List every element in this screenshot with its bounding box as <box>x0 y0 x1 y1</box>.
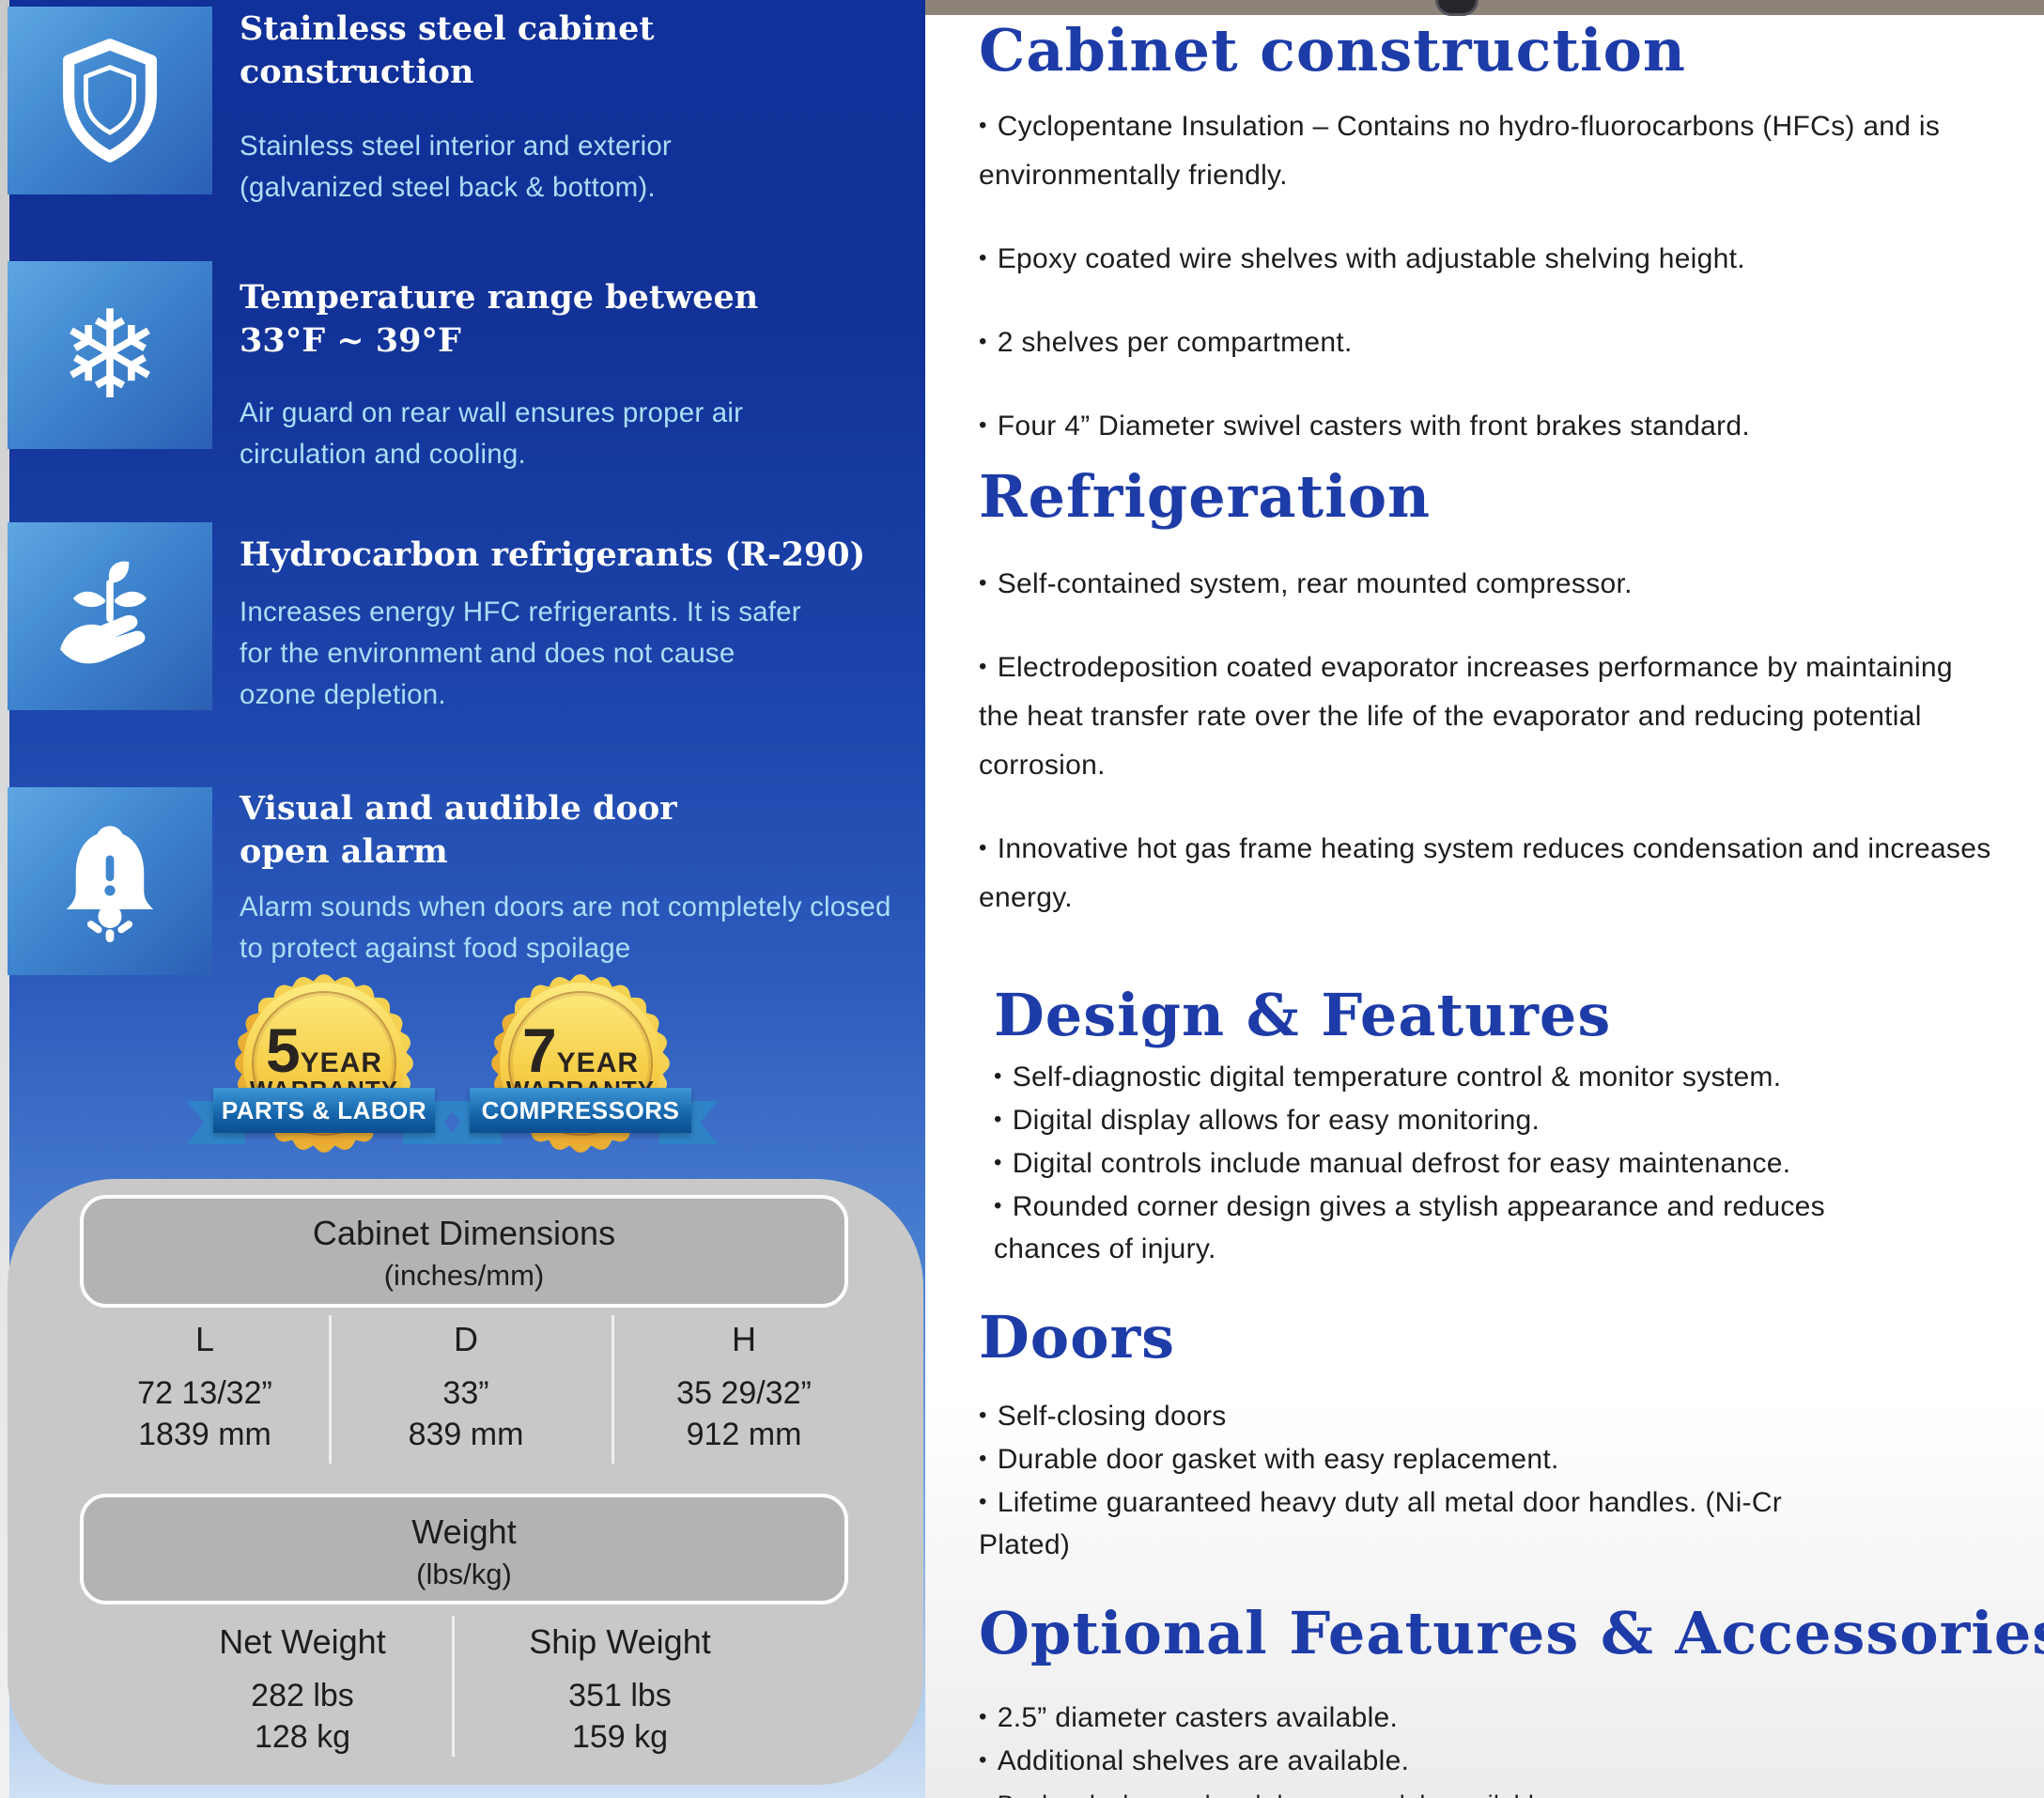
cabinet-dimensions-header: Cabinet Dimensions (inches/mm) <box>80 1195 848 1308</box>
bullet-item: Additional shelves are available. <box>979 1739 1993 1782</box>
badge-number: 5 <box>265 1015 301 1085</box>
bullet-item: Self-closing doors <box>979 1394 1871 1437</box>
section-optional-features: Optional Features & Accessories 2.5” dia… <box>979 1596 2044 1798</box>
feature-title: Stainless steel cabinet construction <box>240 9 655 91</box>
feature-tile-snowflake: ❄ <box>8 261 212 449</box>
feature-block-cabinet: Stainless steel cabinet construction Sta… <box>240 8 916 209</box>
left-gutter-strip <box>0 0 9 1798</box>
bullet-item: Innovative hot gas frame heating system … <box>979 824 1993 922</box>
feature-body: Alarm sounds when doors are not complete… <box>240 891 891 964</box>
bullet-item: Four 4” Diameter swivel casters with fro… <box>979 401 1956 451</box>
section-cabinet-construction: Cabinet construction Cyclopentane Insula… <box>979 13 1956 485</box>
feature-block-alarm: Visual and audible door open alarm Alarm… <box>240 787 935 969</box>
bullet-item: Epoxy coated wire shelves with adjustabl… <box>979 234 1956 284</box>
feature-body: Increases energy HFC refrigerants. It is… <box>240 597 801 710</box>
alarm-bell-icon <box>51 820 169 942</box>
section-heading: Refrigeration <box>979 462 1432 531</box>
warranty-badge-7-year: 7 YEAR WARRANTY COMPRESSORS <box>443 969 718 1157</box>
plant-in-hand-icon <box>46 557 174 675</box>
badge-ribbon-label: PARTS & LABOR <box>213 1088 435 1133</box>
dimension-column-height: H 35 29/32” 912 mm <box>676 1320 812 1452</box>
bullet-item: 2 shelves per compartment. <box>979 318 1956 367</box>
feature-title: Temperature range between 33°F ~ 39°F <box>240 278 759 360</box>
feature-block-temperature: Temperature range between 33°F ~ 39°F Ai… <box>240 276 916 475</box>
badge-number: 7 <box>521 1015 557 1085</box>
dimension-column-length: L 72 13/32” 1839 mm <box>137 1320 272 1452</box>
feature-tile-alarm <box>8 787 212 975</box>
weight-subtitle: (lbs/kg) <box>416 1558 512 1590</box>
badge-year-label: YEAR <box>556 1047 640 1078</box>
weight-title: Weight <box>411 1512 517 1551</box>
weight-header: Weight (lbs/kg) <box>80 1494 848 1604</box>
feature-block-refrigerant: Hydrocarbon refrigerants (R-290) Increas… <box>240 534 935 716</box>
feature-tile-eco <box>8 522 212 710</box>
badge-ribbon: COMPRESSORS <box>443 969 718 1157</box>
feature-tile-shield <box>8 7 212 194</box>
column-divider <box>329 1315 332 1464</box>
bullet-item: Back splash guard and drawer models avai… <box>979 1782 1993 1798</box>
top-photo-strip-right <box>925 0 2044 15</box>
bullet-item: Digital display allows for easy monitori… <box>994 1098 1933 1141</box>
feature-title: Hydrocarbon refrigerants (R-290) <box>240 535 866 574</box>
bullet-item: Lifetime guaranteed heavy duty all metal… <box>979 1480 1871 1566</box>
badge-ribbon-label: COMPRESSORS <box>470 1088 691 1133</box>
spec-card: Cabinet Dimensions (inches/mm) L 72 13/3… <box>8 1179 923 1785</box>
weight-column-ship: Ship Weight 351 lbs 159 kg <box>529 1622 711 1755</box>
cabinet-dimensions-subtitle: (inches/mm) <box>383 1259 545 1292</box>
bullet-item: Rounded corner design gives a stylish ap… <box>994 1185 1933 1270</box>
column-divider <box>612 1315 614 1464</box>
shield-icon <box>53 38 167 163</box>
bullet-item: Digital controls include manual defrost … <box>994 1141 1933 1185</box>
section-refrigeration: Refrigeration Self-contained system, rea… <box>979 459 1993 956</box>
badge-year-label: YEAR <box>300 1047 383 1078</box>
bullet-item: Self-contained system, rear mounted comp… <box>979 559 1993 609</box>
feature-body: Air guard on rear wall ensures proper ai… <box>240 397 744 470</box>
section-doors: Doors Self-closing doors Durable door ga… <box>979 1300 1871 1566</box>
bullet-item: 2.5” diameter casters available. <box>979 1696 1993 1739</box>
feature-title: Visual and audible door open alarm <box>240 789 677 871</box>
snowflake-icon: ❄ <box>58 284 162 426</box>
section-design-features: Design & Features Self-diagnostic digita… <box>994 978 1933 1270</box>
dimension-column-depth: D 33” 839 mm <box>408 1320 524 1452</box>
section-heading: Design & Features <box>994 981 1612 1049</box>
column-divider <box>452 1616 455 1757</box>
weight-column-net: Net Weight 282 lbs 128 kg <box>219 1622 386 1755</box>
left-feature-panel: ❄ <box>0 0 925 1798</box>
feature-body: Stainless steel interior and exterior (g… <box>240 131 672 203</box>
bullet-item: Self-diagnostic digital temperature cont… <box>994 1055 1933 1098</box>
bullet-item: Cyclopentane Insulation – Contains no hy… <box>979 101 1956 200</box>
section-heading: Doors <box>979 1303 1176 1372</box>
warranty-badge-5-year: 5 YEAR WARRANTY PARTS & LABOR <box>187 969 461 1157</box>
badge-ribbon: PARTS & LABOR <box>187 969 461 1157</box>
section-heading: Cabinet construction <box>979 16 1687 85</box>
bullet-item: Electrodeposition coated evaporator incr… <box>979 643 1993 790</box>
bullet-item: Durable door gasket with easy replacemen… <box>979 1437 1871 1480</box>
cabinet-dimensions-title: Cabinet Dimensions <box>312 1214 616 1252</box>
section-heading: Optional Features & Accessories <box>979 1599 2044 1667</box>
